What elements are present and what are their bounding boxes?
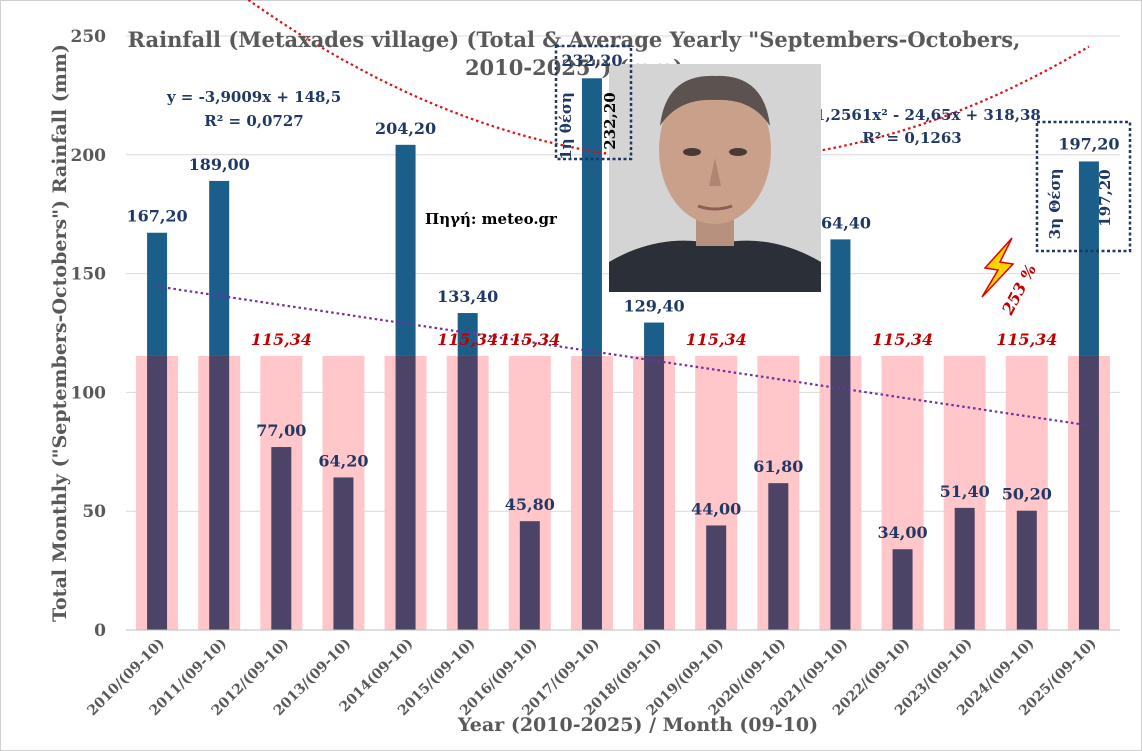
bar-data-label: 45,80 xyxy=(505,495,555,514)
bar-data-label: 64,20 xyxy=(318,451,368,470)
polynomial-r2: R² = 0,1263 xyxy=(862,129,961,147)
y-tick-label: 250 xyxy=(71,27,107,47)
y-tick-label: 100 xyxy=(71,383,107,403)
rainfall-bar-above-average xyxy=(209,180,230,356)
rainfall-bar xyxy=(395,355,416,630)
rank-3-label: 3η Θέση xyxy=(1046,169,1064,240)
bar-data-label: 44,00 xyxy=(691,499,741,518)
portrait-photo xyxy=(609,64,821,292)
rank-3-value: 197,20 xyxy=(1096,169,1114,226)
rainfall-bar xyxy=(333,477,354,630)
rainfall-bar xyxy=(706,525,727,630)
rainfall-bar-above-average xyxy=(830,239,851,356)
bar-data-label: 232,20 xyxy=(561,51,622,70)
polynomial-equation: y = 1,2561x² - 24,65x + 318,38 xyxy=(782,106,1041,124)
rainfall-bar-above-average xyxy=(581,78,602,356)
linear-equation: y = -3,9009x + 148,5 xyxy=(166,88,341,106)
rainfall-bar xyxy=(768,483,789,630)
lightning-bolt-icon xyxy=(981,237,1015,298)
rainfall-bar xyxy=(519,521,540,630)
rainfall-bar xyxy=(581,355,602,630)
y-tick-label: 150 xyxy=(71,265,107,285)
rainfall-bar xyxy=(1016,510,1037,630)
bar-data-label: 50,20 xyxy=(1002,485,1052,504)
average-data-label: 115,34 xyxy=(686,330,747,349)
rank-3-box: 3η Θέση 197,20 xyxy=(1035,120,1132,253)
rank-1-box: 232,20 1η θέση 232,20 xyxy=(554,44,633,161)
rainfall-bar xyxy=(147,355,168,630)
rainfall-bar xyxy=(954,507,975,630)
y-axis-title: Total Monthly ("Septembers-Octobers") Ra… xyxy=(49,44,71,622)
rainfall-bar xyxy=(457,355,478,630)
average-data-label: 115,34 xyxy=(872,330,933,349)
rainfall-bar xyxy=(892,549,913,630)
bar-data-label: 129,40 xyxy=(623,297,684,316)
bar-data-label: 34,00 xyxy=(878,523,928,542)
bar-data-label: 51,40 xyxy=(940,482,990,501)
rainfall-bar-above-average xyxy=(395,144,416,356)
rank-1-value: 232,20 xyxy=(601,92,619,149)
average-data-label: 115,34 xyxy=(996,330,1057,349)
linear-r2: R² = 0,0727 xyxy=(204,112,303,130)
source-label: Πηγή: meteo.gr xyxy=(425,210,558,228)
bar-data-label: 197,20 xyxy=(1058,134,1119,153)
bar-data-label: 204,20 xyxy=(375,119,436,138)
y-tick-label: 50 xyxy=(82,502,106,522)
rank-1-label: 1η θέση xyxy=(557,92,575,160)
bar-data-label: 189,00 xyxy=(189,155,250,174)
rainfall-bar-above-average xyxy=(147,232,168,356)
bar-data-label: 133,40 xyxy=(437,287,498,306)
y-tick-label: 0 xyxy=(94,621,106,641)
x-axis-title: Year (2010-2025) / Month (09-10) xyxy=(457,714,818,736)
rainfall-bar xyxy=(271,447,292,630)
rainfall-bar xyxy=(830,355,851,630)
rainfall-bar-above-average xyxy=(1078,161,1099,356)
rainfall-bar-above-average xyxy=(644,322,665,356)
average-data-label: 115,34 xyxy=(499,330,560,349)
average-data-label: 115,34 xyxy=(251,330,312,349)
bar-data-label: 167,20 xyxy=(126,207,187,226)
average-data-label: 115,34 xyxy=(437,330,498,349)
rainfall-bar xyxy=(209,355,230,630)
rainfall-bar xyxy=(644,355,665,630)
chart-title-line: Rainfall (Metaxades village) (Total & Av… xyxy=(128,27,1021,52)
rainfall-bar-above-average xyxy=(457,313,478,356)
bar-data-label: 164,40 xyxy=(810,213,871,232)
y-tick-label: 200 xyxy=(71,146,107,166)
bar-data-label: 77,00 xyxy=(256,421,306,440)
rainfall-bar xyxy=(1078,355,1099,630)
bar-data-label: 61,80 xyxy=(753,457,803,476)
